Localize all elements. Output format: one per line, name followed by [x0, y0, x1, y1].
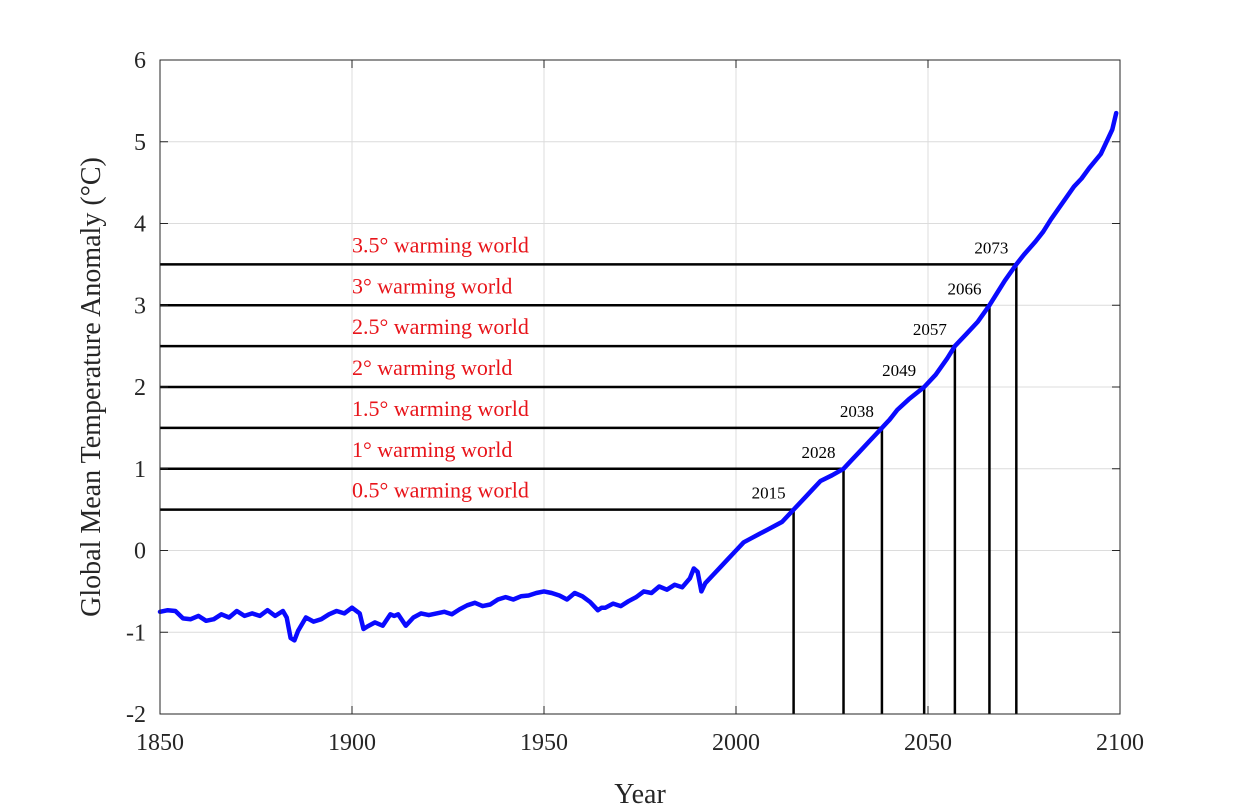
threshold-year-label: 2049	[882, 361, 916, 380]
threshold-label: 2° warming world	[352, 355, 512, 380]
threshold-label: 3° warming world	[352, 273, 512, 298]
axis-ticks	[159, 59, 1121, 715]
y-axis-title: Global Mean Temperature Anomaly (°C)	[76, 157, 107, 617]
x-axis-title: Year	[614, 779, 666, 810]
annotations: 0.5° warming world 2015 1° warming world 20…	[352, 232, 1008, 502]
threshold-year-label: 2057	[913, 320, 948, 339]
threshold-label: 2.5° warming world	[352, 314, 529, 339]
threshold-year-label: 2015	[752, 484, 786, 503]
threshold-label: 3.5° warming world	[352, 232, 529, 257]
threshold-year-label: 2066	[947, 279, 981, 298]
threshold-label: 0.5° warming world	[352, 478, 529, 503]
y-tick-label: 0	[134, 539, 146, 565]
series-line	[157, 110, 1119, 643]
threshold-year-label: 2038	[840, 402, 874, 421]
threshold-label: 1° warming world	[352, 437, 512, 462]
y-tick-label: 1	[134, 457, 146, 483]
x-tick-label: 1950	[520, 730, 568, 756]
x-tick-label: 1850	[136, 730, 184, 756]
x-tick-label: 2050	[904, 730, 952, 756]
threshold-year-label: 2028	[802, 443, 836, 462]
threshold-label: 1.5° warming world	[352, 396, 529, 421]
y-tick-label: 2	[134, 375, 146, 401]
x-tick-label: 2100	[1096, 730, 1144, 756]
x-tick-label: 2000	[712, 730, 760, 756]
y-tick-label: -2	[126, 702, 146, 728]
y-tick-label: 5	[134, 130, 146, 156]
y-tick-label: 3	[134, 293, 146, 319]
y-tick-label: -1	[126, 620, 146, 646]
series-layer	[157, 110, 1119, 643]
x-tick-label: 1900	[328, 730, 376, 756]
tick-labels: 1850 1900 1950 2000 2050 2100 -2 -1 0 1 2 3 4 5 6	[126, 48, 1144, 756]
y-tick-label: 4	[134, 212, 146, 238]
y-tick-label: 6	[134, 48, 146, 74]
threshold-year-label: 2073	[974, 238, 1008, 257]
threshold-lines	[160, 263, 1018, 714]
